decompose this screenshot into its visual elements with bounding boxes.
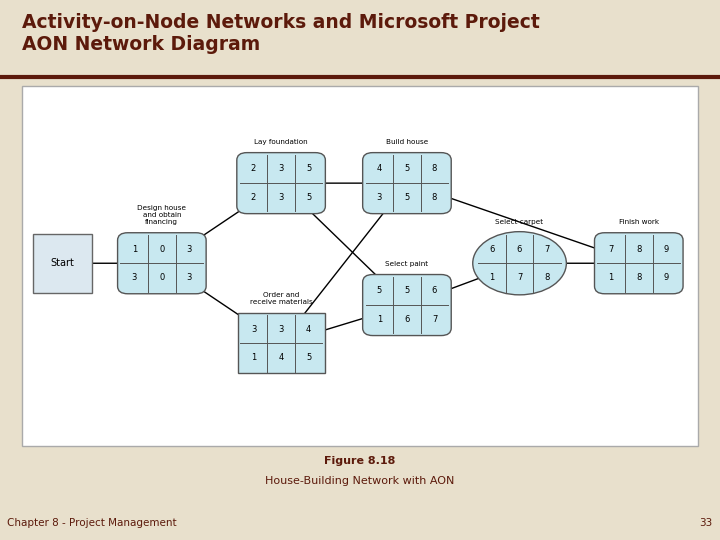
Text: 1: 1 (377, 315, 382, 323)
Text: 4: 4 (279, 353, 284, 362)
Text: 9: 9 (664, 245, 669, 254)
Text: 8: 8 (432, 193, 437, 202)
Text: 5: 5 (306, 353, 311, 362)
FancyBboxPatch shape (238, 313, 325, 373)
Text: 5: 5 (405, 165, 410, 173)
Text: 5: 5 (306, 193, 311, 202)
FancyBboxPatch shape (363, 153, 451, 214)
Text: 3: 3 (251, 325, 256, 334)
FancyBboxPatch shape (363, 274, 451, 335)
Text: 7: 7 (544, 245, 550, 254)
Text: 1: 1 (608, 273, 614, 282)
FancyBboxPatch shape (22, 86, 698, 446)
Text: 8: 8 (636, 245, 642, 254)
Text: Lay foundation: Lay foundation (254, 139, 308, 145)
Text: 1: 1 (490, 273, 495, 282)
Text: Build house: Build house (386, 139, 428, 145)
Text: Select carpet: Select carpet (495, 219, 544, 225)
Text: Start: Start (50, 258, 74, 268)
Text: 3: 3 (279, 325, 284, 334)
Text: 8: 8 (636, 273, 642, 282)
Text: 3: 3 (279, 165, 284, 173)
Text: 7: 7 (432, 315, 437, 323)
Text: Design house
and obtain
financing: Design house and obtain financing (138, 205, 186, 225)
FancyBboxPatch shape (237, 153, 325, 214)
Text: 5: 5 (405, 193, 410, 202)
Text: 3: 3 (377, 193, 382, 202)
Text: Activity-on-Node Networks and Microsoft Project: Activity-on-Node Networks and Microsoft … (22, 14, 539, 32)
Text: 3: 3 (279, 193, 284, 202)
Text: Order and
receive materials: Order and receive materials (250, 292, 312, 305)
Text: 5: 5 (377, 286, 382, 295)
Text: 7: 7 (517, 273, 522, 282)
Text: 2: 2 (251, 165, 256, 173)
Text: Finish work: Finish work (618, 219, 659, 225)
Text: 33: 33 (700, 518, 713, 528)
Text: 7: 7 (608, 245, 614, 254)
Text: 4: 4 (306, 325, 311, 334)
Ellipse shape (473, 232, 567, 295)
Text: 5: 5 (405, 286, 410, 295)
Text: House-Building Network with AON: House-Building Network with AON (265, 476, 455, 487)
Text: 6: 6 (490, 245, 495, 254)
FancyBboxPatch shape (33, 233, 92, 293)
Text: 1: 1 (132, 245, 137, 254)
Text: 6: 6 (404, 315, 410, 323)
Text: Figure 8.18: Figure 8.18 (324, 456, 396, 467)
Text: 3: 3 (186, 245, 192, 254)
FancyBboxPatch shape (117, 233, 206, 294)
Text: 8: 8 (544, 273, 550, 282)
Text: AON Network Diagram: AON Network Diagram (22, 35, 260, 54)
Text: 5: 5 (306, 165, 311, 173)
Text: 4: 4 (377, 165, 382, 173)
Text: 6: 6 (432, 286, 437, 295)
Text: 2: 2 (251, 193, 256, 202)
Text: 1: 1 (251, 353, 256, 362)
Text: Chapter 8 - Project Management: Chapter 8 - Project Management (7, 518, 177, 528)
Text: 0: 0 (159, 245, 164, 254)
Text: Select paint: Select paint (385, 261, 428, 267)
FancyBboxPatch shape (595, 233, 683, 294)
Text: 3: 3 (132, 273, 137, 282)
Text: 3: 3 (186, 273, 192, 282)
Text: 8: 8 (432, 165, 437, 173)
Text: 0: 0 (159, 273, 164, 282)
Text: 9: 9 (664, 273, 669, 282)
Text: 6: 6 (517, 245, 522, 254)
